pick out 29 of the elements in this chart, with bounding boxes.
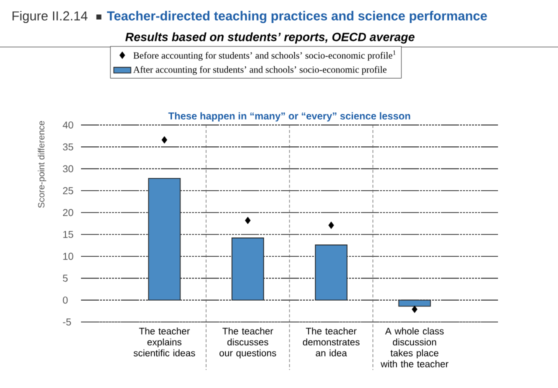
point bbox=[328, 222, 334, 229]
bar bbox=[398, 300, 431, 307]
bar bbox=[232, 238, 264, 301]
point bbox=[412, 306, 418, 313]
y-tick-label: 25 bbox=[63, 187, 74, 194]
x-tick-label: The teacher explains scientific ideas bbox=[134, 328, 196, 356]
legend-label: Before accounting for students’ and schools’ socio-economic profile$^{1}$ bbox=[133, 50, 396, 61]
text: Figure II.2.14 bbox=[12, 10, 88, 24]
y-tick-label: 40 bbox=[62, 121, 74, 129]
x-tick-label: The teacher demonstrates an idea bbox=[302, 328, 360, 356]
x-tick-label: The teacher discusses our questions bbox=[220, 328, 276, 358]
x-tick-label: A whole class discussion takes place with the teacher bbox=[380, 328, 448, 368]
y-tick-label: -5 bbox=[62, 318, 71, 326]
bar bbox=[148, 178, 181, 301]
y-tick-label: 5 bbox=[62, 274, 68, 282]
point bbox=[244, 216, 251, 224]
y-tick-label: 35 bbox=[62, 143, 74, 150]
chart-subtitle: Results based on students’ reports, OECD average bbox=[125, 32, 414, 44]
y-tick-label: 20 bbox=[63, 209, 74, 216]
y-tick-label: 15 bbox=[63, 230, 74, 238]
y-tick-label: 10 bbox=[63, 252, 74, 260]
y-tick-label: 0 bbox=[62, 296, 68, 304]
chart-title: Teacher-directed teaching practices and science performance bbox=[107, 10, 487, 24]
y-tick-label: 30 bbox=[62, 165, 74, 172]
point bbox=[162, 136, 168, 144]
text: These happen in “many” or “every” science lesson bbox=[168, 112, 410, 122]
y-axis-title: Score-point difference bbox=[38, 121, 46, 208]
bar bbox=[314, 244, 348, 301]
legend-label: After accounting for students’ and schools’ socio-economic profile bbox=[133, 66, 386, 75]
